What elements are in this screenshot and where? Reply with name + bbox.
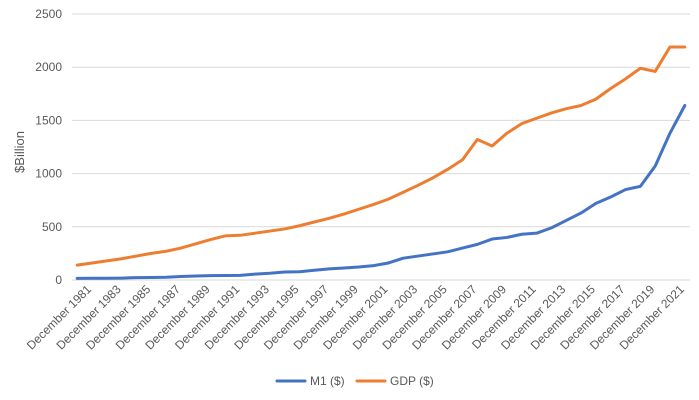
series-lines xyxy=(75,45,687,280)
series-line-m1 xyxy=(75,104,687,280)
y-tick-label: 1500 xyxy=(35,113,62,127)
y-tick-label: 0 xyxy=(55,273,62,287)
y-axis-title: $Billion xyxy=(12,131,27,173)
y-tick-label: 2500 xyxy=(35,7,62,21)
legend: M1 ($) GDP ($) xyxy=(275,374,434,388)
y-tick-label: 500 xyxy=(42,220,62,234)
gridlines xyxy=(72,13,690,281)
y-axis-ticks: 0 500 1000 1500 2000 2500 xyxy=(35,7,62,287)
y-tick-label: 1000 xyxy=(35,167,62,181)
legend-label: GDP ($) xyxy=(390,374,434,388)
y-tick-label: 2000 xyxy=(35,60,62,74)
series-line-gdp xyxy=(75,45,687,267)
legend-label: M1 ($) xyxy=(310,374,345,388)
